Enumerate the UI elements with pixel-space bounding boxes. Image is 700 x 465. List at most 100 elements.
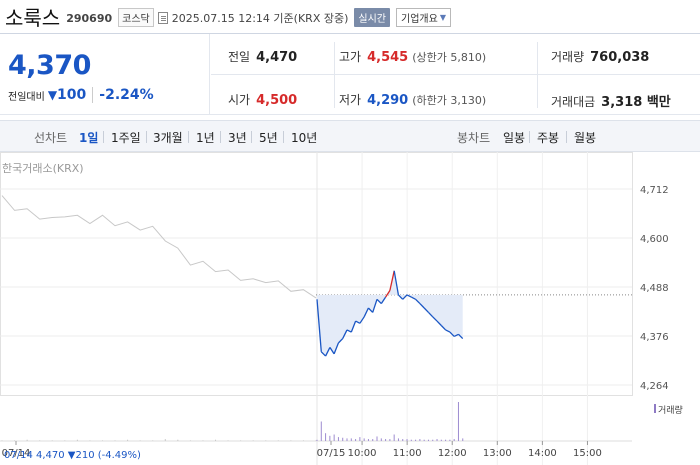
prev-close-label: 전일	[228, 50, 251, 64]
price-chart-svg: 한국거래소(KRX) 4,712 4,600 4,488 4,376 4,264 거래량 07…	[0, 152, 683, 465]
series-segment-today	[402, 294, 408, 300]
series-segment-today	[419, 303, 425, 309]
series-segment-today	[458, 333, 464, 340]
divider	[283, 131, 284, 143]
stock-header: 소룩스 290690 코스닥 2025.07.15 12:14 기준(KRX 장…	[0, 0, 700, 32]
tab-1y[interactable]: 1년	[196, 131, 215, 145]
series-segment-today	[316, 299, 322, 352]
volume-value: 760,038	[590, 50, 650, 65]
divider	[251, 131, 252, 143]
divider	[146, 131, 147, 143]
market-badge: 코스닥	[118, 8, 154, 27]
amount-value: 3,318 백만	[601, 95, 671, 110]
y-tick-label: 4,600	[640, 234, 669, 245]
series-segment-today	[329, 347, 335, 355]
divider	[103, 131, 104, 143]
document-icon[interactable]	[157, 11, 168, 24]
chart-source-label: 한국거래소(KRX)	[2, 162, 84, 175]
chevron-down-icon: ▼	[439, 13, 446, 22]
series-segment-today	[445, 329, 451, 333]
series-segment-today	[436, 320, 442, 326]
series-segment-today	[359, 316, 365, 324]
y-tick-label: 4,712	[640, 185, 669, 196]
series-segment-today	[428, 311, 434, 318]
divider	[334, 42, 335, 108]
volume-legend-label: 거래량	[658, 404, 683, 416]
line-chart-label: 선차트	[34, 131, 68, 145]
series-fill-today	[317, 270, 463, 357]
stock-code: 290690	[66, 12, 113, 25]
series-segment-today	[423, 307, 429, 313]
volume-legend-swatch	[654, 404, 656, 413]
high-stat: 고가 4,545 (상한가 5,810)	[339, 48, 486, 65]
series-segment-today	[397, 294, 404, 300]
tab-1d[interactable]: 1일	[79, 131, 99, 145]
stock-name: 소룩스	[5, 5, 61, 30]
y-tick-label: 4,264	[640, 381, 669, 392]
series-segment-today	[453, 333, 459, 337]
current-price: 4,370	[8, 50, 91, 81]
period-bar: 선차트 1일 1주일 3개월 1년 3년 5년 10년 봉차트 일봉 주봉 월봉	[0, 120, 700, 152]
lower-limit: (하한가 3,130)	[412, 94, 487, 107]
series-segment-today	[350, 320, 357, 333]
series-segment-today	[432, 316, 438, 322]
change-rate: -2.24%	[92, 87, 154, 103]
series-segment-today	[342, 329, 348, 339]
tab-1w[interactable]: 1주일	[111, 131, 141, 145]
series-segment-today	[325, 347, 331, 357]
divider	[188, 131, 189, 143]
amount-label: 거래대금	[551, 95, 596, 109]
prev-close-value: 4,470	[256, 50, 298, 65]
high-value: 4,545	[367, 50, 409, 65]
low-value: 4,290	[367, 93, 409, 108]
open-value: 4,500	[256, 93, 298, 108]
upper-limit: (상한가 5,810)	[412, 51, 487, 64]
divider	[220, 131, 221, 143]
company-overview-button[interactable]: 기업개요 ▼	[396, 8, 451, 27]
tab-3m[interactable]: 3개월	[153, 131, 183, 145]
series-segment-today	[367, 307, 374, 313]
series-segment-today	[376, 298, 382, 305]
series-segment-today	[449, 331, 455, 337]
open-stat: 시가 4,500	[228, 91, 297, 108]
series-segment-today	[337, 338, 344, 344]
divider	[211, 74, 700, 75]
series-line-prev-day	[1, 195, 317, 299]
tab-weekly-candle[interactable]: 주봉	[537, 131, 560, 145]
price-chart[interactable]: 한국거래소(KRX) 4,712 4,600 4,488 4,376 4,264 거래량 07…	[0, 152, 700, 465]
chart-footer: 07/14 4,470 ▼210 (-4.49%)	[4, 450, 141, 461]
series-segment-today	[320, 351, 327, 357]
x-tick-label: 14:00	[528, 448, 557, 459]
open-label: 시가	[228, 93, 251, 107]
series-segment-today	[411, 296, 416, 300]
tab-10y[interactable]: 10년	[291, 131, 318, 145]
tab-3y[interactable]: 3년	[228, 131, 247, 145]
series-segment-today	[355, 320, 361, 324]
divider	[537, 42, 538, 108]
tab-monthly-candle[interactable]: 월봉	[574, 131, 597, 145]
timestamp: 2025.07.15 12:14 기준(KRX 장중)	[171, 11, 349, 25]
series-segment-today	[363, 307, 369, 318]
amount-stat: 거래대금 3,318 백만	[551, 91, 671, 110]
x-tick-label: 13:00	[483, 448, 512, 459]
quote-panel: 4,370 전일대비 ▼ 100 -2.24% 전일 4,470 시가 4,50…	[0, 33, 700, 115]
series-segment-today	[406, 294, 412, 298]
candle-chart-label: 봉차트	[457, 131, 491, 145]
x-tick-label: 12:00	[438, 448, 467, 459]
series-segment-today	[385, 290, 391, 298]
series-segment-today	[380, 296, 387, 304]
tab-daily-candle[interactable]: 일봉	[503, 131, 526, 145]
low-stat: 저가 4,290 (하한가 3,130)	[339, 91, 486, 108]
change-value: 100	[57, 87, 87, 103]
high-label: 고가	[339, 50, 362, 64]
volume-stat: 거래량 760,038	[551, 48, 649, 65]
series-segment-today	[440, 325, 447, 331]
realtime-button[interactable]: 실시간	[354, 8, 390, 27]
change-label: 전일대비	[8, 91, 45, 103]
series-segment-today	[393, 270, 400, 296]
low-label: 저가	[339, 93, 362, 107]
series-segment-today	[333, 342, 340, 355]
x-tick-label: 15:00	[573, 448, 602, 459]
series-segment-today	[415, 298, 421, 305]
tab-5y[interactable]: 5년	[259, 131, 278, 145]
